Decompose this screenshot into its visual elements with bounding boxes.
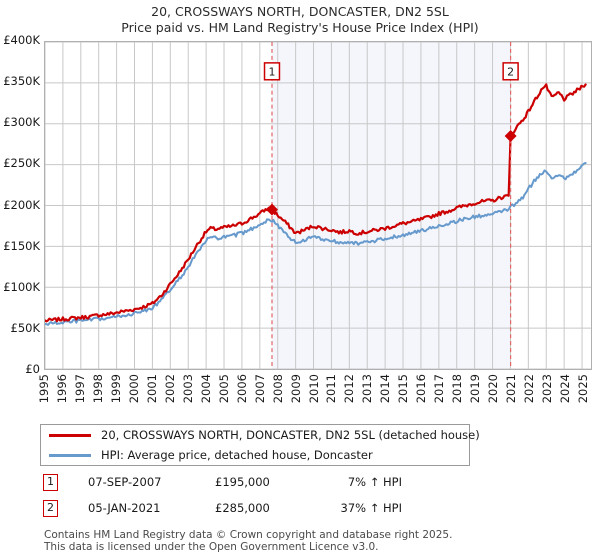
x-axis-tick-label: 2015 [396,374,411,404]
transaction-index-badge: 2 [43,500,58,517]
x-axis-tick-label: 2013 [360,374,375,404]
x-axis-tick-label: 2010 [306,374,321,404]
x-axis-tick-label: 2024 [558,374,573,404]
transaction-price: £285,000 [215,501,270,515]
transaction-date: 07-SEP-2007 [88,475,162,489]
y-axis-tick-label: £200K [3,197,40,212]
x-axis-tick-label: 2018 [450,374,465,404]
x-axis-tick-label: 1998 [90,374,105,404]
table-row: 1 07-SEP-2007 £195,000 7% ↑ HPI [40,472,470,498]
svg-text:2: 2 [507,65,514,78]
x-axis-tick-label: 2022 [522,374,537,404]
x-axis-tick-label: 2000 [126,374,141,404]
y-axis-tick-label: £250K [3,156,40,171]
y-axis-tick-label: £400K [3,33,40,47]
x-axis-tick-label: 2019 [468,374,483,404]
x-axis-tick-label: 2008 [270,374,285,404]
y-axis-tick-label: £150K [3,238,40,253]
transaction-index-badge: 1 [43,474,58,491]
x-axis-tick-label: 2021 [504,374,519,404]
x-axis-tick-label: 2017 [432,374,447,404]
x-axis-tick-label: 1997 [72,374,87,404]
x-axis-tick-label: 2023 [540,374,555,404]
y-axis-tick-label: £100K [3,279,40,294]
x-axis-tick-label: 2003 [180,374,195,404]
footer-line-1: Contains HM Land Registry data © Crown c… [44,529,453,541]
transaction-date: 05-JAN-2021 [88,501,161,515]
legend-swatch-hpi [49,453,91,457]
table-row: 2 05-JAN-2021 £285,000 37% ↑ HPI [40,498,470,524]
title-line-2: Price paid vs. HM Land Registry's House … [121,20,479,35]
x-axis-tick-label: 2011 [324,374,339,404]
legend-swatch-property [49,433,91,437]
x-axis-tick-label: 2014 [378,374,393,404]
legend-item-property: 20, CROSSWAYS NORTH, DONCASTER, DN2 5SL … [41,425,480,445]
x-axis-tick-label: 2009 [288,374,303,404]
footer-line-2: This data is licensed under the Open Gov… [44,541,379,553]
x-axis-tick-label: 2001 [144,374,159,404]
attribution-footer: Contains HM Land Registry data © Crown c… [44,529,584,553]
x-axis-tick-label: 2025 [576,374,591,404]
y-axis-tick-label: £50K [10,320,41,335]
transaction-table: 1 07-SEP-2007 £195,000 7% ↑ HPI 2 05-JAN… [40,472,470,524]
x-axis-tick-label: 2004 [198,374,213,404]
svg-text:1: 1 [269,65,276,78]
x-axis-tick-label: 2005 [216,374,231,404]
x-axis-tick-label: 1995 [37,374,51,404]
x-axis-tick-label: 2006 [234,374,249,404]
legend-item-hpi: HPI: Average price, detached house, Donc… [41,445,469,465]
transaction-hpi-delta: 7% ↑ HPI [347,475,402,489]
x-axis-tick-label: 1999 [108,374,123,404]
chart-legend: 20, CROSSWAYS NORTH, DONCASTER, DN2 5SL … [40,424,480,466]
transaction-hpi-delta: 37% ↑ HPI [340,501,402,515]
series-layer [45,83,587,326]
y-axis-tick-label: £300K [3,115,40,130]
title-line-1: 20, CROSSWAYS NORTH, DONCASTER, DN2 5SL [151,4,449,19]
page-title: 20, CROSSWAYS NORTH, DONCASTER, DN2 5SL … [0,4,600,36]
x-axis-tick-label: 2020 [486,374,501,404]
legend-label-hpi: HPI: Average price, detached house, Donc… [101,448,373,462]
x-axis-tick-label: 1996 [54,374,69,404]
x-axis-tick-label: 2016 [414,374,429,404]
y-axis-tick-label: £350K [3,74,40,89]
x-axis-tick-label: 2007 [252,374,267,404]
legend-label-property: 20, CROSSWAYS NORTH, DONCASTER, DN2 5SL … [101,428,480,442]
y-axis-tick-label: £0 [25,362,40,376]
x-axis-tick-label: 2002 [162,374,177,404]
x-axis-tick-label: 2012 [342,374,357,404]
transaction-price: £195,000 [215,475,270,489]
